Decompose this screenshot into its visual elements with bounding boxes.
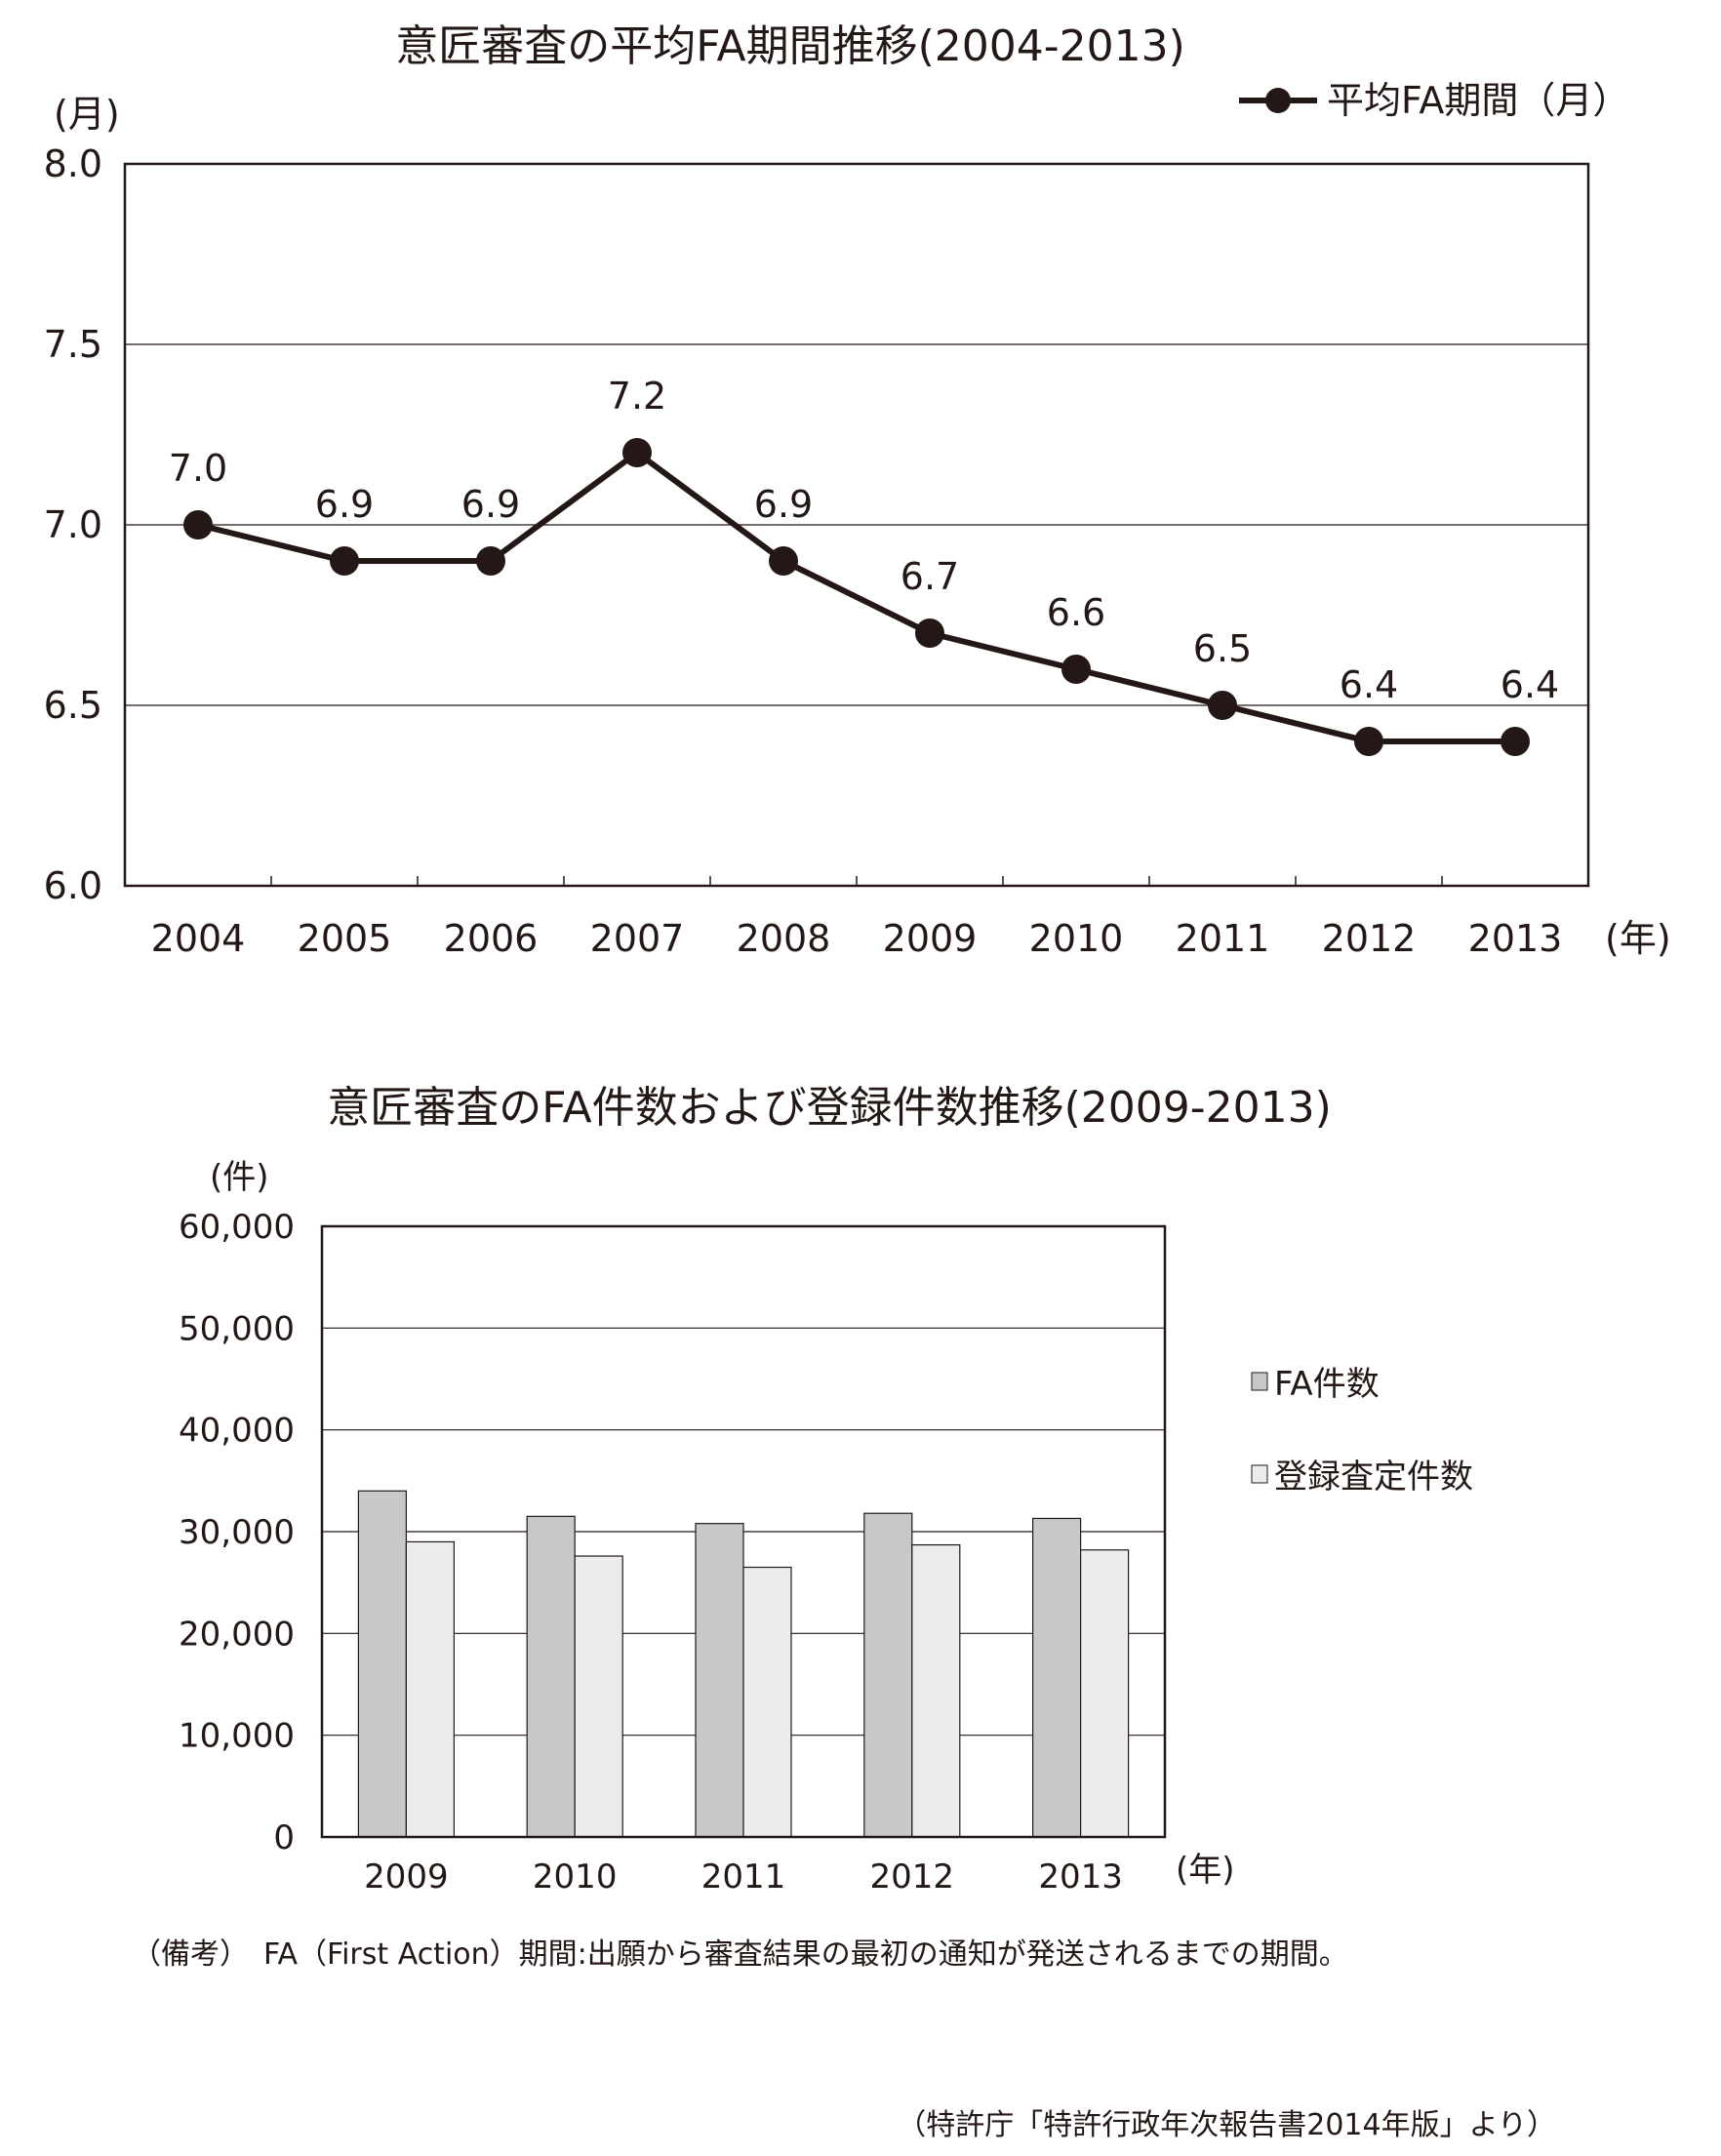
chart1-x-unit: (年): [1605, 917, 1671, 960]
chart2-legend: FA件数 登録査定件数: [1251, 1365, 1473, 1497]
chart1-x-tick-label: 2005: [298, 917, 392, 960]
source-note: （特許庁「特許行政年次報告書2014年版」より）: [897, 2108, 1556, 2142]
chart1-legend: 平均FA期間（月）: [1239, 79, 1629, 122]
chart2-plot-frame: [320, 1224, 1167, 1839]
chart2-y-tick-label: 30,000: [179, 1513, 295, 1552]
chart1-data-label: 6.5: [1193, 627, 1252, 670]
chart1-x-tick-label: 2009: [883, 917, 978, 960]
chart1-data-label: 6.6: [1047, 591, 1105, 634]
bar-chart: 意匠審査のFA件数および登録件数推移(2009-2013) (件) 0 10,00…: [179, 1083, 1473, 1896]
chart1-data-label: 7.0: [169, 447, 227, 490]
line-chart: 意匠審査の平均FA期間推移(2004-2013) (月) 6.0 6.5 7.0 7.…: [44, 21, 1671, 960]
chart1-y-tick-label: 7.0: [44, 503, 102, 546]
chart1-y-unit: (月): [54, 93, 120, 136]
chart1-data-label: 6.4: [1340, 663, 1398, 706]
chart1-data-point: [1354, 727, 1383, 756]
chart1-data-label: 6.4: [1501, 663, 1559, 706]
chart2-x-tick-label: 2010: [533, 1857, 618, 1896]
legend-label-fa: FA件数: [1274, 1365, 1380, 1404]
chart2-x-tick-label: 2011: [701, 1857, 786, 1896]
chart1-data-label: 6.9: [315, 483, 374, 526]
chart1-y-tick-label: 8.0: [44, 142, 102, 185]
chart2-y-tick-label: 20,000: [179, 1615, 295, 1654]
chart1-data-point: [1061, 655, 1091, 684]
chart1-data-label: 6.9: [754, 483, 813, 526]
chart1-x-tick-label: 2011: [1176, 917, 1270, 960]
chart1-x-tick-label: 2013: [1468, 917, 1563, 960]
chart1-y-tick-label: 7.5: [44, 323, 102, 366]
chart1-x-tick-label: 2007: [590, 917, 685, 960]
chart2-bar-fa: [1031, 1517, 1082, 1838]
chart1-data-point: [183, 510, 213, 539]
chart1-data-label: 6.7: [901, 555, 959, 598]
chart1-data-point: [476, 546, 505, 576]
chart2-title: 意匠審査のFA件数および登録件数推移(2009-2013): [327, 1083, 1332, 1133]
chart2-bar-registration: [574, 1555, 623, 1838]
chart1-data-point: [1208, 691, 1237, 720]
legend-swatch-registration: [1251, 1464, 1268, 1484]
chart2-y-tick-label: 40,000: [179, 1412, 295, 1451]
chart1-x-tick-label: 2008: [737, 917, 831, 960]
chart2-bar-fa: [695, 1523, 744, 1838]
chart1-data-point: [915, 619, 944, 648]
chart2-y-unit: (件): [210, 1158, 269, 1197]
chart1-data-point: [330, 546, 359, 576]
chart1-x-tick-label: 2006: [444, 917, 539, 960]
chart2-y-tick-label: 0: [273, 1818, 295, 1857]
chart1-y-tick-label: 6.5: [44, 684, 102, 727]
chart1-data-label: 6.9: [461, 483, 520, 526]
chart2-bar-registration: [742, 1566, 792, 1838]
chart2-bar-fa: [526, 1515, 576, 1838]
chart2-x-tick-label: 2009: [364, 1857, 449, 1896]
chart2-y-tick-label: 50,000: [179, 1309, 295, 1348]
chart2-bar-registration: [911, 1543, 961, 1838]
chart2-y-tick-label: 60,000: [179, 1208, 295, 1247]
legend-label-avg-fa: 平均FA期間（月）: [1327, 79, 1629, 122]
footnote: （備考） FA（First Action）期間:出願から審査結果の最初の通知が発…: [132, 1937, 1348, 1972]
chart1-x-tick-label: 2010: [1029, 917, 1124, 960]
chart2-y-tick-label: 10,000: [179, 1717, 295, 1756]
chart2-x-tick-label: 2012: [870, 1857, 955, 1896]
legend-label-registration: 登録査定件数: [1274, 1457, 1473, 1497]
chart1-series-line: [197, 450, 1515, 744]
chart1-title: 意匠審査の平均FA期間推移(2004-2013): [395, 21, 1185, 71]
chart1-data-point: [1501, 727, 1530, 756]
chart2-bar-registration: [1079, 1549, 1130, 1838]
legend-swatch-fa: [1251, 1372, 1268, 1391]
chart2-bar-registration: [405, 1540, 455, 1838]
chart1-data-label: 7.2: [608, 375, 666, 418]
legend-marker: [1265, 88, 1291, 113]
chart2-bar-fa: [863, 1512, 913, 1838]
chart2-bar-fa: [357, 1490, 407, 1838]
chart2-x-tick-label: 2013: [1038, 1857, 1123, 1896]
chart1-x-tick-label: 2004: [151, 917, 246, 960]
chart1-data-point: [622, 438, 652, 467]
chart1-data-point: [769, 546, 798, 576]
chart2-x-unit: (年): [1176, 1851, 1235, 1890]
chart1-x-tick-label: 2012: [1322, 917, 1417, 960]
chart1-y-tick-label: 6.0: [44, 864, 102, 907]
